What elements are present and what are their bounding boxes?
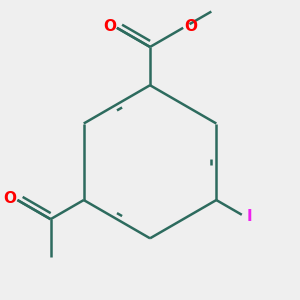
Text: O: O xyxy=(184,19,197,34)
Text: O: O xyxy=(4,191,16,206)
Text: I: I xyxy=(246,209,252,224)
Text: O: O xyxy=(103,19,116,34)
